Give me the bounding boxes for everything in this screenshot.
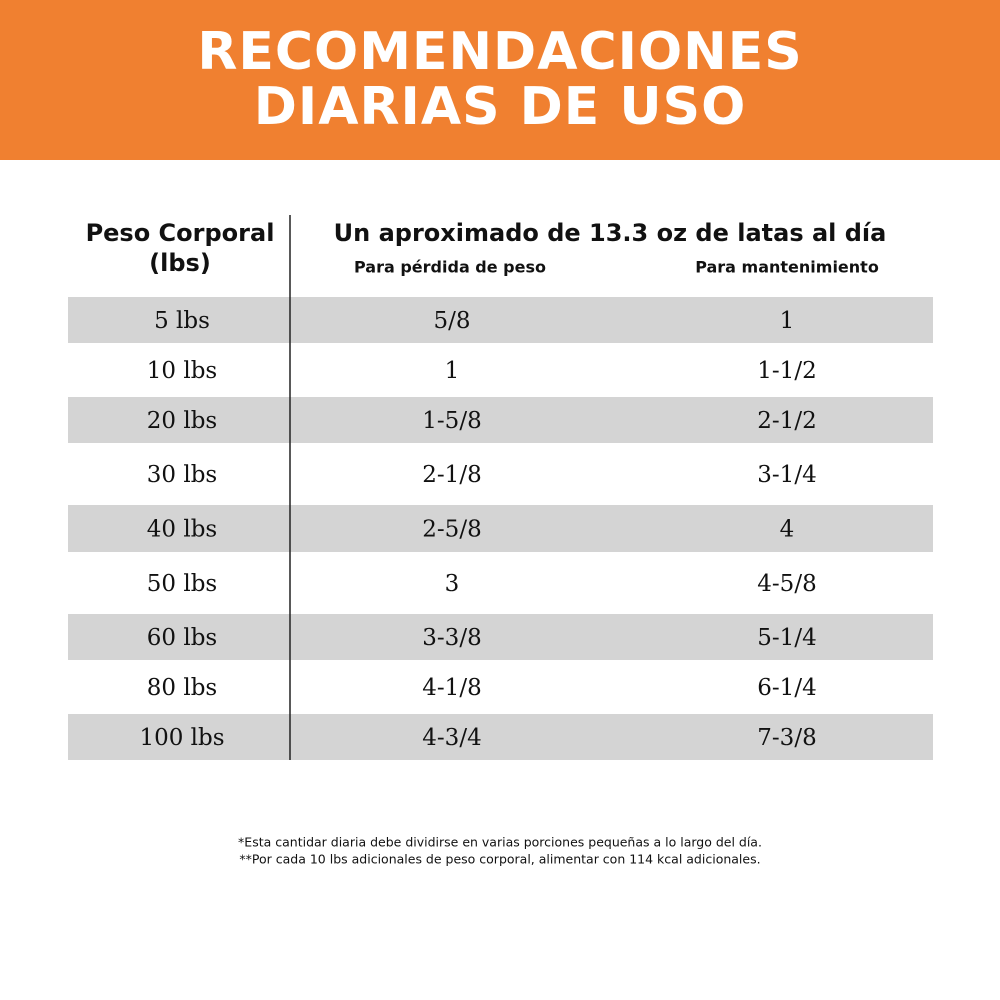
footnote: *Esta cantidar diaria debe dividirse en … bbox=[238, 835, 762, 850]
header-band bbox=[0, 0, 1000, 160]
footnote: **Por cada 10 lbs adicionales de peso co… bbox=[239, 852, 760, 867]
subheader: Para pérdida de peso bbox=[354, 258, 546, 277]
table-cell: 4-1/8 bbox=[422, 675, 481, 701]
table-cell: 80 lbs bbox=[147, 675, 217, 701]
table-cell: 3 bbox=[445, 571, 460, 597]
row-stripe bbox=[68, 297, 933, 343]
table-cell: 4-5/8 bbox=[757, 571, 816, 597]
subheader: Para mantenimiento bbox=[695, 258, 879, 277]
table-cell: 4-3/4 bbox=[422, 725, 481, 751]
table-cell: 5/8 bbox=[433, 308, 470, 334]
table-cell: 40 lbs bbox=[147, 517, 217, 543]
group-header: Un aproximado de 13.3 oz de latas al día bbox=[334, 219, 887, 247]
table-cell: 3-1/4 bbox=[757, 462, 816, 488]
table-cell: 1-5/8 bbox=[422, 408, 481, 434]
table-cell: 100 lbs bbox=[139, 725, 224, 751]
table-cell: 1 bbox=[780, 308, 795, 334]
title-line: RECOMENDACIONES bbox=[197, 22, 802, 82]
table-cell: 1-1/2 bbox=[757, 358, 816, 384]
table-cell: 2-5/8 bbox=[422, 517, 481, 543]
table-cell: 3-3/8 bbox=[422, 625, 481, 651]
table-cell: 10 lbs bbox=[147, 358, 217, 384]
weight-header: (lbs) bbox=[149, 249, 211, 277]
table-cell: 5-1/4 bbox=[757, 625, 816, 651]
table-cell: 20 lbs bbox=[147, 408, 217, 434]
table-cell: 1 bbox=[445, 358, 460, 384]
table-cell: 5 lbs bbox=[154, 308, 210, 334]
table-cell: 6-1/4 bbox=[757, 675, 816, 701]
row-stripe bbox=[68, 397, 933, 443]
row-stripe bbox=[68, 614, 933, 660]
row-stripe bbox=[68, 714, 933, 760]
table-cell: 2-1/8 bbox=[422, 462, 481, 488]
table-rows: 5 lbs 5/8 1 10 lbs 1 1-1/2 20 lbs 1-5/8 2-1/2 30 … bbox=[68, 297, 933, 760]
row-stripe bbox=[68, 505, 933, 552]
table-cell: 30 lbs bbox=[147, 462, 217, 488]
table-cell: 4 bbox=[780, 517, 795, 543]
table-cell: 7-3/8 bbox=[757, 725, 816, 751]
weight-header: Peso Corporal bbox=[86, 219, 275, 247]
table-cell: 60 lbs bbox=[147, 625, 217, 651]
title-line: DIARIAS DE USO bbox=[254, 77, 747, 137]
table-cell: 2-1/2 bbox=[757, 408, 816, 434]
table-cell: 50 lbs bbox=[147, 571, 217, 597]
